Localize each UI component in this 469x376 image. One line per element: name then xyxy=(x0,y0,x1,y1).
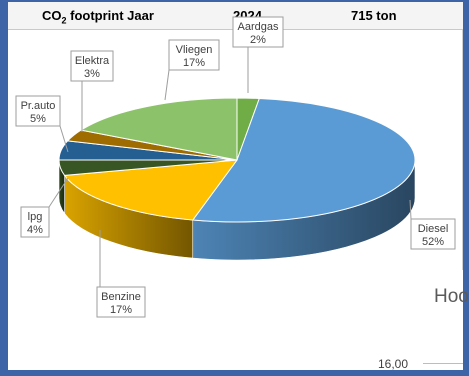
pie-top-faces xyxy=(58,97,416,223)
background-heading-fragment: Hoo xyxy=(434,286,469,307)
data-label-category-pr-auto: Pr.auto xyxy=(21,100,56,112)
pie-slice-benzine[interactable] xyxy=(63,159,239,221)
data-label-category-benzine: Benzine xyxy=(101,291,141,303)
data-label-box-lpg xyxy=(20,206,50,238)
slice-labels: Aardgas2%Diesel52%Benzine17%lpg4%Pr.auto… xyxy=(15,16,456,318)
leader-line-pr-auto xyxy=(59,125,69,153)
data-label-value-aardgas: 2% xyxy=(250,34,266,46)
data-label-box-benzine xyxy=(96,286,146,318)
leader-line-lpg xyxy=(48,177,69,208)
background-divider xyxy=(462,30,463,270)
leader-line-diesel xyxy=(409,199,412,220)
header-title-rest: footprint Jaar xyxy=(66,8,154,23)
data-label-value-elektra: 3% xyxy=(84,68,100,80)
data-label-value-lpg: 4% xyxy=(27,224,43,236)
pie-slice-diesel[interactable] xyxy=(191,97,416,223)
data-label-box-diesel xyxy=(410,218,456,250)
label-leader-lines xyxy=(48,47,412,287)
data-label-value-pr-auto: 5% xyxy=(30,113,46,125)
header-title-subscript: 2 xyxy=(61,15,67,26)
data-label-value-diesel: 52% xyxy=(422,236,444,248)
leader-line-vliegen xyxy=(164,69,170,101)
data-label-box-vliegen xyxy=(168,39,220,71)
data-label-value-vliegen: 17% xyxy=(183,57,205,69)
data-label-category-elektra: Elektra xyxy=(75,55,110,67)
data-label-box-elektra xyxy=(70,50,114,82)
data-label-category-lpg: lpg xyxy=(28,211,43,223)
data-label-category-vliegen: Vliegen xyxy=(176,44,213,56)
header-title-main: CO xyxy=(42,8,62,23)
background-axis-value: 16,00 xyxy=(378,357,409,371)
pie-slice-vliegen[interactable] xyxy=(79,97,238,161)
data-label-box-aardgas xyxy=(232,16,284,48)
data-label-category-diesel: Diesel xyxy=(418,223,449,235)
data-label-box-pr-auto xyxy=(15,95,61,127)
data-label-value-benzine: 17% xyxy=(110,304,132,316)
header-title: CO2 footprint Jaar xyxy=(42,8,154,26)
data-label-category-aardgas: Aardgas xyxy=(238,21,279,33)
background-axis-line xyxy=(423,363,463,364)
header-total: 715 ton xyxy=(351,8,397,23)
